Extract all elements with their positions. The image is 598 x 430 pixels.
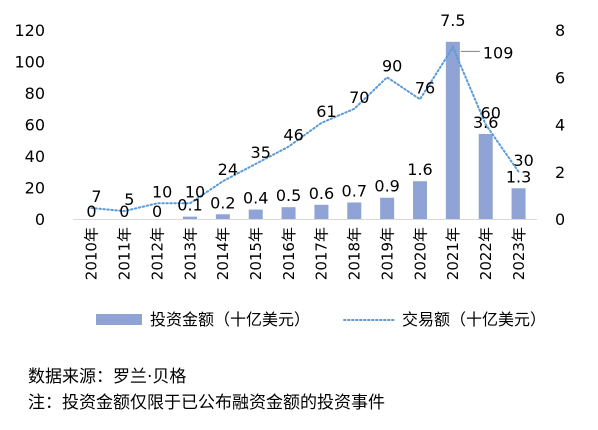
line-data-label: 10	[152, 182, 172, 201]
right-axis-tick: 8	[555, 21, 565, 40]
line-data-label: 61	[316, 102, 336, 121]
bar-data-label: 1.6	[407, 160, 432, 179]
category-label: 2023年	[510, 227, 528, 280]
bar	[314, 204, 329, 219]
bar	[215, 214, 230, 219]
line-data-label: 60	[481, 104, 501, 123]
category-label: 2020年	[411, 227, 429, 280]
bar	[413, 181, 427, 219]
right-axis-tick: 0	[555, 210, 565, 229]
line-data-label: 10	[185, 182, 205, 201]
category-label: 2016年	[280, 227, 298, 280]
category-label: 2012年	[148, 227, 166, 280]
right-axis-tick: 4	[555, 116, 565, 135]
category-label: 2011年	[116, 227, 134, 280]
bar	[511, 188, 526, 219]
category-label: 2017年	[313, 227, 331, 280]
line-data-label: 35	[251, 143, 271, 162]
bar-data-label: 0.4	[243, 189, 268, 208]
left-axis-tick: 0	[35, 210, 45, 229]
line-data-label: 70	[349, 88, 369, 107]
bar-data-label: 0	[119, 202, 129, 221]
category-label: 2021年	[444, 227, 462, 280]
bar-data-label: 0.9	[374, 177, 399, 196]
line-data-label: 90	[382, 56, 402, 75]
right-axis-tick: 2	[555, 163, 565, 182]
left-axis-tick: 20	[25, 179, 45, 198]
category-label: 2015年	[247, 227, 265, 280]
bar-data-label: 0	[152, 202, 162, 221]
line-data-label: 30	[513, 151, 533, 170]
source-note: 数据来源：罗兰·贝格	[28, 367, 187, 387]
legend-line-label: 交易额（十亿美元）	[402, 310, 546, 329]
line-data-label: 109	[483, 43, 514, 62]
category-label: 2022年	[477, 227, 495, 280]
bar	[248, 209, 263, 219]
category-label: 2010年	[83, 227, 101, 280]
left-axis-tick: 120	[14, 21, 45, 40]
left-axis-tick: 40	[25, 147, 45, 166]
left-axis-tick: 80	[25, 84, 45, 103]
bar-data-label: 0.6	[309, 184, 334, 203]
category-label: 2013年	[181, 227, 199, 280]
line-data-label: 46	[283, 126, 303, 145]
legend-bar-label: 投资金额（十亿美元）	[150, 310, 310, 329]
bar-data-label: 0	[86, 202, 96, 221]
line-data-label: 7	[91, 187, 101, 206]
line-data-label: 76	[415, 78, 435, 97]
category-label: 2019年	[378, 227, 396, 280]
category-label: 2018年	[346, 227, 364, 280]
bar-data-label: 0.7	[342, 181, 367, 200]
bar-data-label: 0.5	[276, 186, 301, 205]
legend-bar-swatch	[96, 314, 142, 325]
left-axis-tick: 100	[14, 53, 45, 72]
bar-data-label: 0.2	[210, 193, 235, 212]
bar-data-label: 1.3	[506, 167, 531, 186]
trade-volume-line	[90, 45, 520, 213]
left-axis-tick: 60	[25, 116, 45, 135]
footnote: 注：投资金额仅限于已公布融资金额的投资事件	[28, 393, 385, 413]
bar	[380, 197, 395, 219]
bar	[445, 41, 460, 219]
bar	[478, 133, 493, 219]
bar-data-label: 7.5	[440, 11, 465, 30]
line-data-label: 24	[218, 160, 238, 179]
bar-data-label: 3.6	[473, 113, 498, 132]
bar	[347, 202, 362, 219]
category-label: 2014年	[214, 227, 232, 280]
line-data-label: 5	[124, 190, 134, 209]
right-axis-tick: 6	[555, 68, 565, 87]
bar	[183, 216, 197, 219]
bar	[281, 207, 296, 219]
bar-data-label: 0.1	[177, 196, 202, 215]
